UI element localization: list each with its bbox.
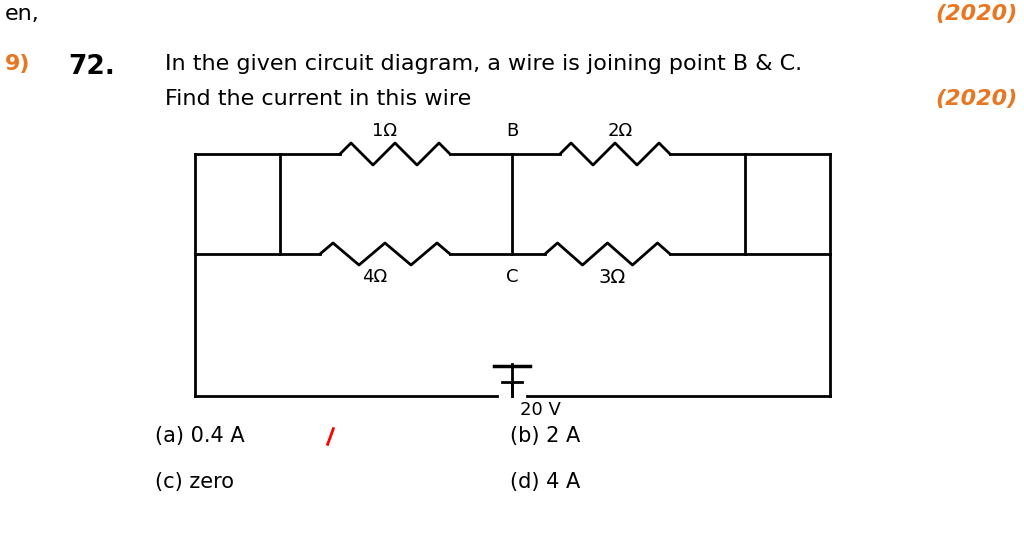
Text: 20 V: 20 V <box>520 401 561 419</box>
Text: (d) 4 A: (d) 4 A <box>510 472 581 492</box>
Text: (b) 2 A: (b) 2 A <box>510 426 581 446</box>
Text: (c) zero: (c) zero <box>155 472 234 492</box>
Text: 1Ω: 1Ω <box>373 122 397 140</box>
Text: 4Ω: 4Ω <box>362 268 387 286</box>
Text: (2020): (2020) <box>936 89 1018 109</box>
Text: B: B <box>506 122 518 140</box>
Text: In the given circuit diagram, a wire is joining point B & C.: In the given circuit diagram, a wire is … <box>165 54 802 74</box>
Text: 9): 9) <box>5 54 31 74</box>
Text: Find the current in this wire: Find the current in this wire <box>165 89 471 109</box>
Text: en,: en, <box>5 4 40 24</box>
Text: 2Ω: 2Ω <box>607 122 633 140</box>
Text: 3Ω: 3Ω <box>599 268 626 287</box>
Text: (a) 0.4 A: (a) 0.4 A <box>155 426 245 446</box>
Text: C: C <box>506 268 518 286</box>
Text: (2020): (2020) <box>936 4 1018 24</box>
Text: 72.: 72. <box>68 54 115 80</box>
